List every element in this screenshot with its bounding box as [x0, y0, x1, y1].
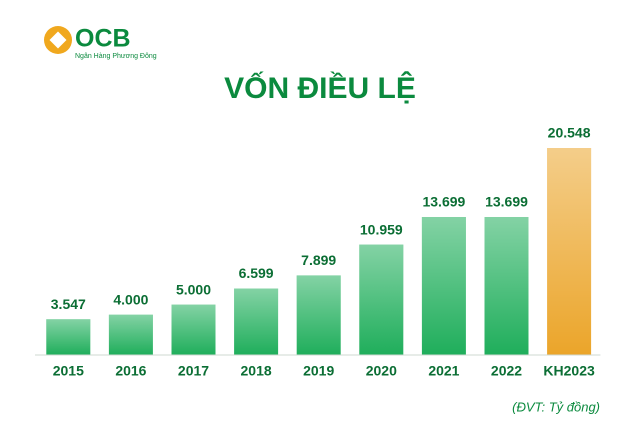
- value-label: 10.959: [360, 221, 403, 237]
- logo-text: OCB: [75, 25, 131, 53]
- value-label: 13.699: [422, 194, 465, 210]
- value-label: 4.000: [113, 291, 148, 307]
- logo-icon-mark: [49, 31, 67, 49]
- bar-highlight: [421, 216, 466, 355]
- logo-tagline: Ngân Hàng Phương Đông: [75, 53, 157, 60]
- x-tick-label: 2015: [53, 363, 84, 379]
- bar-highlight: [484, 216, 529, 355]
- value-label: 5.000: [176, 281, 211, 297]
- x-tick-label: 2016: [115, 363, 146, 379]
- x-tick-label: 2022: [491, 363, 522, 379]
- value-label: 13.699: [485, 194, 528, 210]
- x-tick-label: 2020: [366, 363, 397, 379]
- bar-highlight: [171, 304, 216, 355]
- chart-title: VỐN ĐIỀU LỆ: [224, 71, 416, 105]
- value-label: 3.547: [51, 296, 86, 312]
- x-tick-label: 2018: [241, 363, 272, 379]
- x-tick-label: 2019: [303, 363, 334, 379]
- bar-highlight: [296, 275, 341, 355]
- logo: OCB Ngân Hàng Phương Đông: [44, 25, 157, 60]
- bar-highlight: [359, 244, 404, 355]
- bar-highlight: [547, 148, 592, 355]
- bar-highlight: [108, 314, 153, 355]
- value-label: 20.548: [548, 125, 591, 141]
- x-tick-label: KH2023: [543, 363, 595, 379]
- value-label: 6.599: [239, 265, 274, 281]
- unit-note: (ĐVT: Tỷ đồng): [512, 399, 600, 414]
- x-tick-label: 2021: [428, 363, 459, 379]
- bar-highlight: [46, 319, 91, 355]
- value-label: 7.899: [301, 252, 336, 268]
- x-tick-label: 2017: [178, 363, 209, 379]
- bar-highlight: [234, 288, 279, 355]
